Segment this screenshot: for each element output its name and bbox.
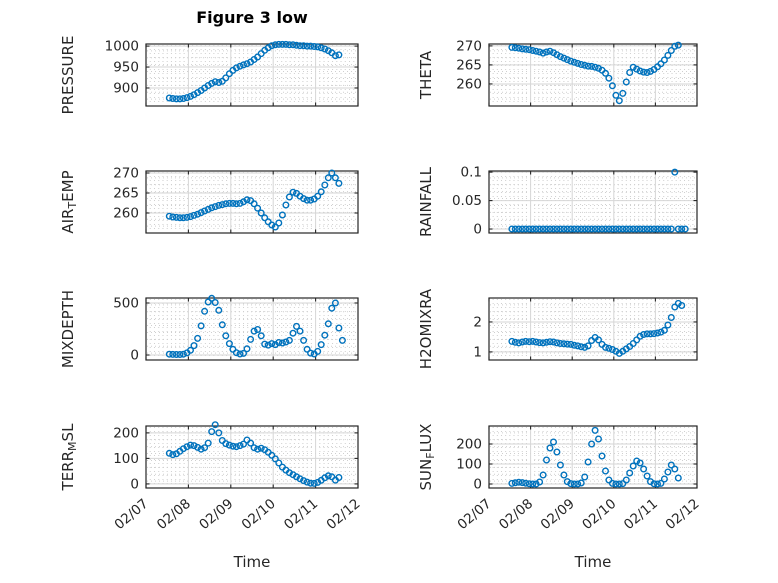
plot-frame: [488, 297, 698, 361]
y-tick-label: 0: [473, 477, 482, 493]
plot-frame: [145, 425, 359, 489]
y-tick-labels: 12: [473, 314, 482, 360]
y-tick-label: 200: [113, 425, 139, 441]
axis-ticks: [145, 171, 359, 233]
y-tick-label: 0: [130, 476, 139, 492]
data-series-h2omixra: [508, 299, 686, 357]
y-axis-label-h2omixra: H2OMIXRA: [417, 288, 435, 369]
y-tick-label: 0: [130, 348, 139, 364]
plot-frame: [488, 43, 698, 107]
x-tick-label: 02/09: [538, 496, 578, 533]
subplot-air-temp: 260 265 270 AIRTEMP: [59, 166, 359, 234]
axis-ticks: [488, 44, 698, 106]
y-tick-label: 1: [473, 344, 482, 360]
data-series-mixdepth: [165, 294, 346, 359]
y-tick-label: 265: [113, 186, 139, 202]
x-tick-label: 02/09: [196, 496, 236, 533]
y-axis-label-air-temp: AIRTEMP: [59, 170, 79, 233]
y-tick-label: 0: [473, 222, 482, 238]
plot-frame: [488, 425, 698, 489]
y-tick-labels: 0 100 200: [113, 425, 139, 492]
x-tick-labels: 02/07 02/08 02/09 02/10 02/11 02/12: [111, 496, 363, 533]
y-tick-label: 1000: [105, 39, 139, 55]
y-tick-label: 270: [113, 166, 139, 182]
subplot-theta: 260 265 270 THETA: [417, 38, 698, 107]
subplot-rainfall: 0 0.05 0.1 RAINFALL: [417, 165, 698, 238]
y-axis-label-sun-flux: SUNFLUX: [417, 424, 437, 491]
y-tick-label: 100: [456, 457, 482, 473]
x-tick-label: 02/08: [496, 496, 536, 533]
y-tick-labels: 260 265 270: [456, 38, 482, 92]
x-tick-label: 02/08: [154, 496, 194, 533]
y-tick-labels: 260 265 270: [113, 166, 139, 222]
axis-ticks: [488, 426, 698, 488]
y-tick-label: 100: [113, 451, 139, 467]
y-tick-label: 900: [113, 80, 139, 96]
y-tick-label: 0.1: [461, 165, 482, 181]
y-axis-label-pressure: PRESSURE: [59, 36, 77, 115]
x-tick-labels: 02/07 02/08 02/09 02/10 02/11 02/12: [454, 496, 702, 533]
x-axis-label-right: Time: [574, 553, 612, 571]
y-tick-labels: 0 100 200: [456, 437, 482, 493]
axis-ticks: [488, 298, 698, 360]
y-tick-label: 0.05: [452, 193, 482, 209]
y-axis-label-terr-msl: TERRMSL: [59, 423, 79, 492]
x-tick-label: 02/10: [579, 496, 619, 533]
y-tick-label: 260: [456, 76, 482, 92]
x-tick-label: 02/12: [662, 496, 702, 533]
subplot-pressure: 900 950 1000 PRESSURE: [59, 36, 359, 115]
x-tick-label: 02/07: [454, 496, 494, 533]
y-axis-label-rainfall: RAINFALL: [417, 166, 435, 237]
y-tick-label: 2: [473, 314, 482, 330]
data-series-terr-msl: [165, 421, 343, 487]
data-series-rainfall: [508, 168, 689, 233]
major-grid: [146, 171, 358, 233]
y-tick-labels: 0 500: [113, 295, 139, 363]
y-tick-label: 500: [113, 295, 139, 311]
x-tick-label: 02/10: [239, 496, 279, 533]
data-series-sun-flux: [508, 426, 682, 488]
figure-title: Figure 3 low: [196, 8, 308, 27]
y-axis-label-mixdepth: MIXDEPTH: [59, 290, 77, 368]
data-series-air-temp: [165, 169, 343, 231]
y-tick-label: 950: [113, 60, 139, 76]
axis-ticks: [145, 426, 359, 488]
y-axis-label-theta: THETA: [417, 50, 435, 100]
x-tick-label: 02/07: [111, 496, 151, 533]
plot-frame: [488, 170, 698, 234]
y-tick-label: 200: [456, 437, 482, 453]
plot-frame: [145, 43, 359, 107]
plot-frame: [145, 297, 359, 361]
data-series-theta: [508, 41, 682, 105]
x-axis-label-left: Time: [233, 553, 271, 571]
axis-ticks: [145, 298, 359, 360]
y-tick-label: 265: [456, 57, 482, 73]
y-tick-labels: 0 0.05 0.1: [452, 165, 482, 238]
y-tick-label: 270: [456, 38, 482, 54]
y-tick-labels: 900 950 1000: [105, 39, 139, 97]
plot-frame: [145, 170, 359, 234]
data-series-pressure: [165, 40, 343, 103]
x-tick-label: 02/11: [621, 496, 661, 533]
x-tick-label: 02/11: [281, 496, 321, 533]
y-tick-label: 260: [113, 206, 139, 222]
x-tick-label: 02/12: [323, 496, 363, 533]
subplot-mixdepth: 0 500 MIXDEPTH: [59, 290, 359, 368]
